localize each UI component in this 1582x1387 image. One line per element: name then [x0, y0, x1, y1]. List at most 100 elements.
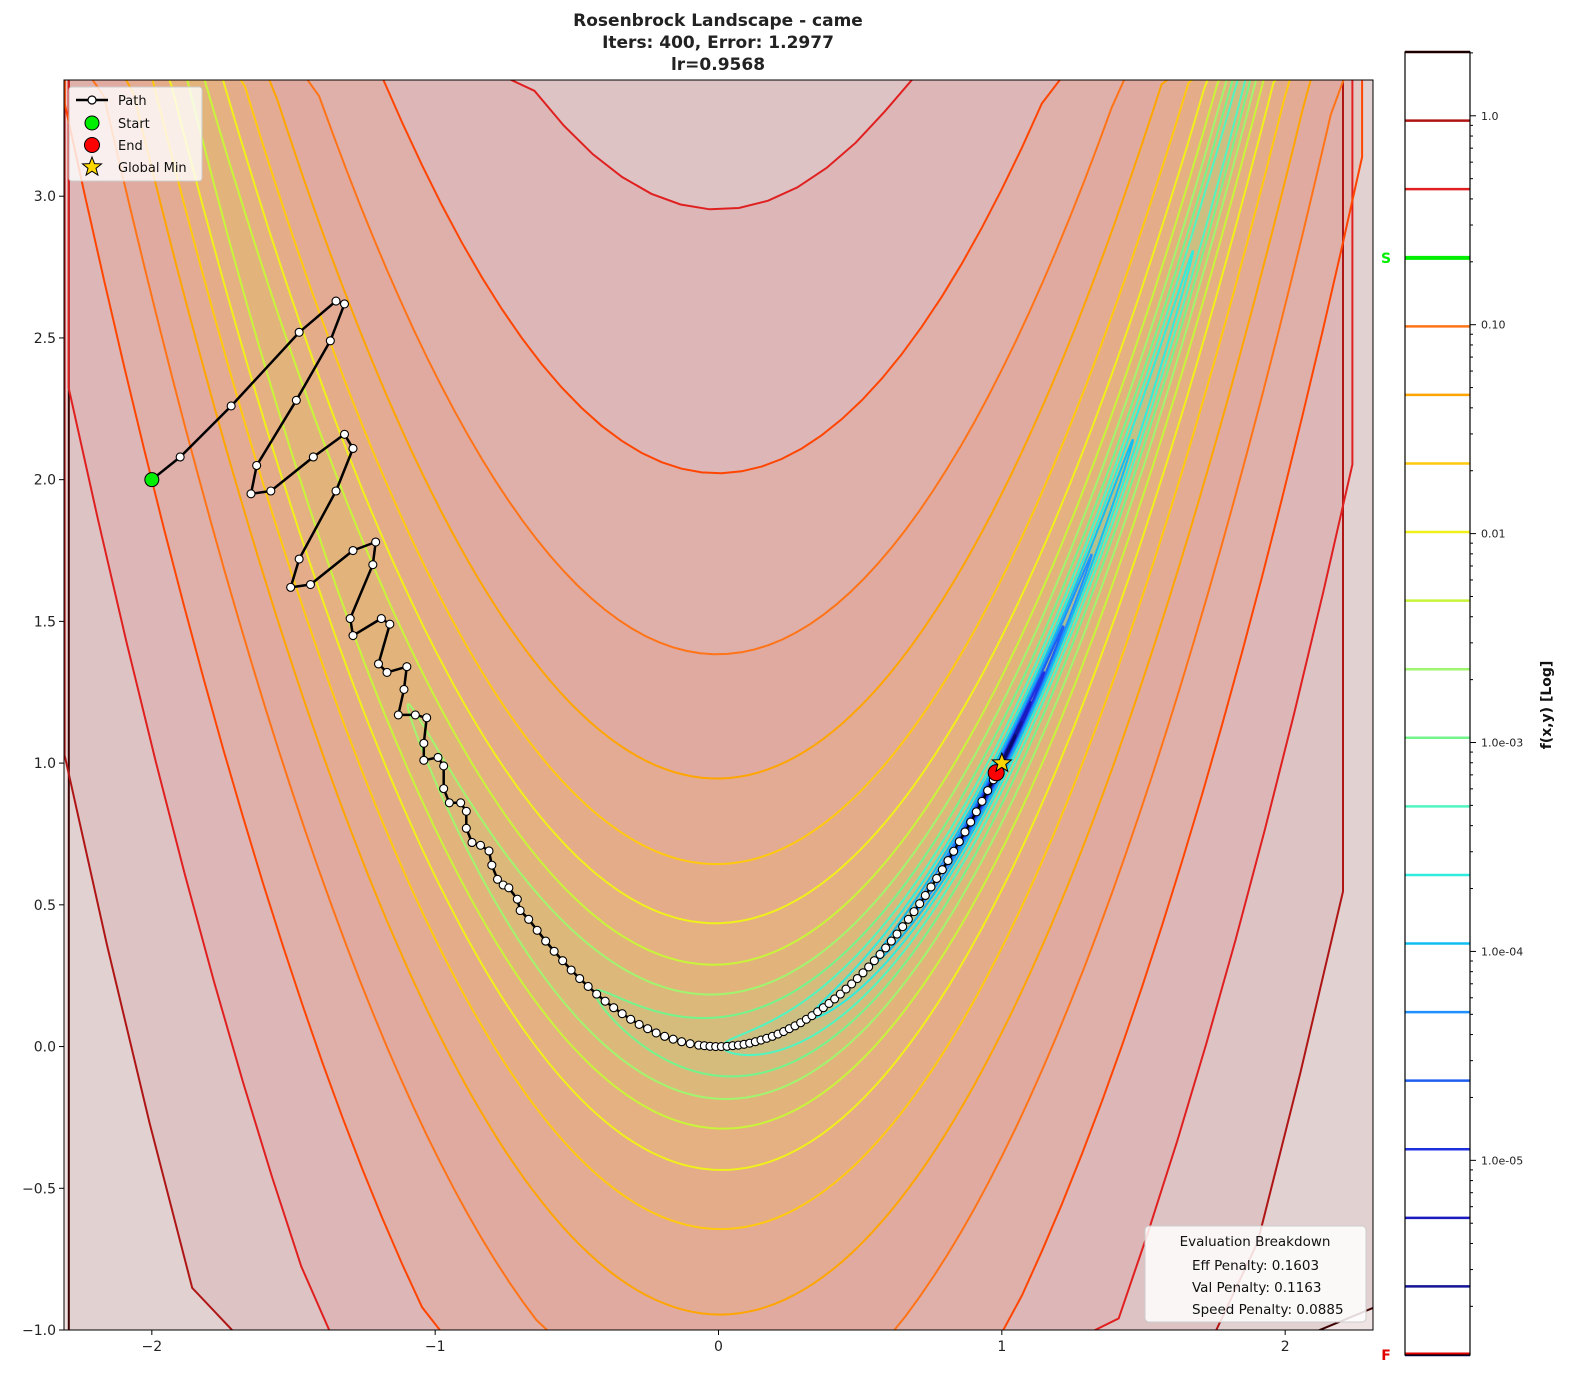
x-tick-label: 2	[1281, 1339, 1290, 1355]
path-point	[475, 840, 486, 850]
legend-star-marker	[81, 155, 103, 177]
path-point	[308, 452, 318, 462]
colorbar-label: f(x,y) [Log]	[1539, 661, 1555, 750]
contour-line-8	[186, 80, 1265, 1130]
y-tick-label: 0.0	[34, 1040, 56, 1056]
path-point	[915, 899, 925, 909]
contour-line-11	[721, 80, 1247, 1057]
path-point	[898, 922, 908, 932]
colorbar-tick-label: 1.0	[1481, 110, 1499, 123]
optimizer-path	[144, 296, 1013, 1052]
path-point	[456, 798, 466, 808]
path-point	[402, 662, 412, 672]
contour-fill-3	[64, 80, 1363, 1330]
y-tick-label: 1.5	[34, 614, 56, 630]
path-point	[977, 796, 987, 806]
contour-line-5	[125, 80, 1312, 1316]
path-point	[892, 929, 902, 939]
path-point	[549, 946, 559, 956]
legend-start-marker	[84, 115, 100, 131]
y-tick-label: 3.0	[34, 189, 56, 205]
title-line-3: lr=0.9568	[671, 55, 765, 75]
colorbar-background	[1405, 52, 1470, 1355]
path-point	[983, 786, 993, 796]
path-point	[886, 936, 896, 946]
evaluation-box-frame	[1144, 1225, 1367, 1323]
evaluation-eff-penalty: Eff Penalty: 0.1603	[1192, 1258, 1319, 1274]
path-point	[371, 537, 381, 547]
path-point	[558, 956, 568, 966]
path-point	[847, 979, 857, 989]
path-point	[385, 619, 395, 629]
colorbar-start-marker-label: S	[1381, 251, 1391, 267]
contour-line-9	[406, 80, 1258, 1100]
evaluation-title: Evaluation Breakdown	[1180, 1234, 1331, 1250]
colorbar-ticks: 1.0 0.10 0.01 1.0e-03 1.0e-04 1.0e-05	[1470, 52, 1523, 1307]
path-point	[609, 1003, 619, 1013]
path-point	[864, 962, 874, 972]
path-point	[410, 710, 420, 720]
path-point	[532, 925, 542, 935]
path-point	[422, 713, 432, 723]
path-point	[541, 936, 551, 946]
path-point	[291, 395, 301, 405]
path-point	[339, 429, 350, 439]
path-point	[439, 761, 449, 771]
path-point	[226, 401, 236, 411]
path-point	[348, 631, 358, 641]
path-point	[875, 949, 885, 959]
start-marker	[144, 472, 160, 488]
y-axis: −1.0 −0.5 0.0 0.5 1.0 1.5 2.0 2.5 3.0	[22, 189, 64, 1339]
contour-fill-0	[68, 80, 1373, 1330]
path-point	[575, 973, 585, 984]
path-point	[439, 784, 449, 794]
path-point	[444, 798, 454, 808]
path-point	[830, 994, 840, 1004]
evaluation-box: Evaluation Breakdown Eff Penalty: 0.1603…	[1144, 1225, 1367, 1323]
path-point	[960, 827, 970, 837]
path-point	[325, 336, 335, 346]
path-point	[858, 968, 868, 978]
path-point	[419, 755, 429, 765]
path-point	[869, 956, 879, 966]
legend-globalmin-label: Global Min	[118, 161, 187, 176]
evaluation-speed-penalty: Speed Penalty: 0.0885	[1192, 1302, 1344, 1318]
chart-title: Rosenbrock Landscape - came Iters: 400, …	[573, 11, 863, 75]
contour-line-10	[593, 80, 1252, 1078]
path-point	[382, 667, 392, 677]
contour-line-1	[64, 80, 1344, 1330]
colorbar-tick-label: 1.0e-03	[1481, 737, 1523, 750]
path-point	[909, 907, 919, 917]
path-point	[331, 296, 341, 306]
x-tick-label: 1	[997, 1339, 1006, 1355]
colorbar-tick-label: 1.0e-04	[1481, 945, 1523, 958]
legend-path-label: Path	[118, 94, 147, 109]
title-line-2: Iters: 400, Error: 1.2977	[602, 33, 834, 53]
path-point	[294, 327, 304, 337]
colorbar-final-marker-label: F	[1381, 1348, 1391, 1364]
path-point	[592, 989, 602, 999]
path-point	[467, 837, 477, 848]
path-point	[373, 659, 384, 669]
path-point	[345, 613, 355, 624]
path-point	[841, 984, 851, 994]
contour-line-7	[168, 80, 1277, 1171]
path-point	[461, 806, 471, 816]
global-min-marker	[990, 751, 1013, 773]
path-point	[966, 817, 976, 827]
path-point	[852, 973, 862, 984]
colorbar: 1.0 0.10 0.01 1.0e-03 1.0e-04 1.0e-05 f(x,y) …	[1381, 50, 1555, 1364]
x-tick-label: −1	[425, 1339, 446, 1355]
path-point	[368, 560, 378, 570]
path-point	[393, 710, 403, 720]
path-point	[668, 1034, 678, 1044]
path-point	[583, 981, 593, 992]
path-point	[617, 1009, 627, 1019]
contour-line-12	[809, 250, 1194, 1019]
path-point	[376, 613, 386, 624]
path-point	[943, 856, 953, 866]
path-point	[932, 873, 942, 884]
x-tick-label: −2	[142, 1339, 163, 1355]
contour-fill-2	[68, 80, 1353, 1330]
